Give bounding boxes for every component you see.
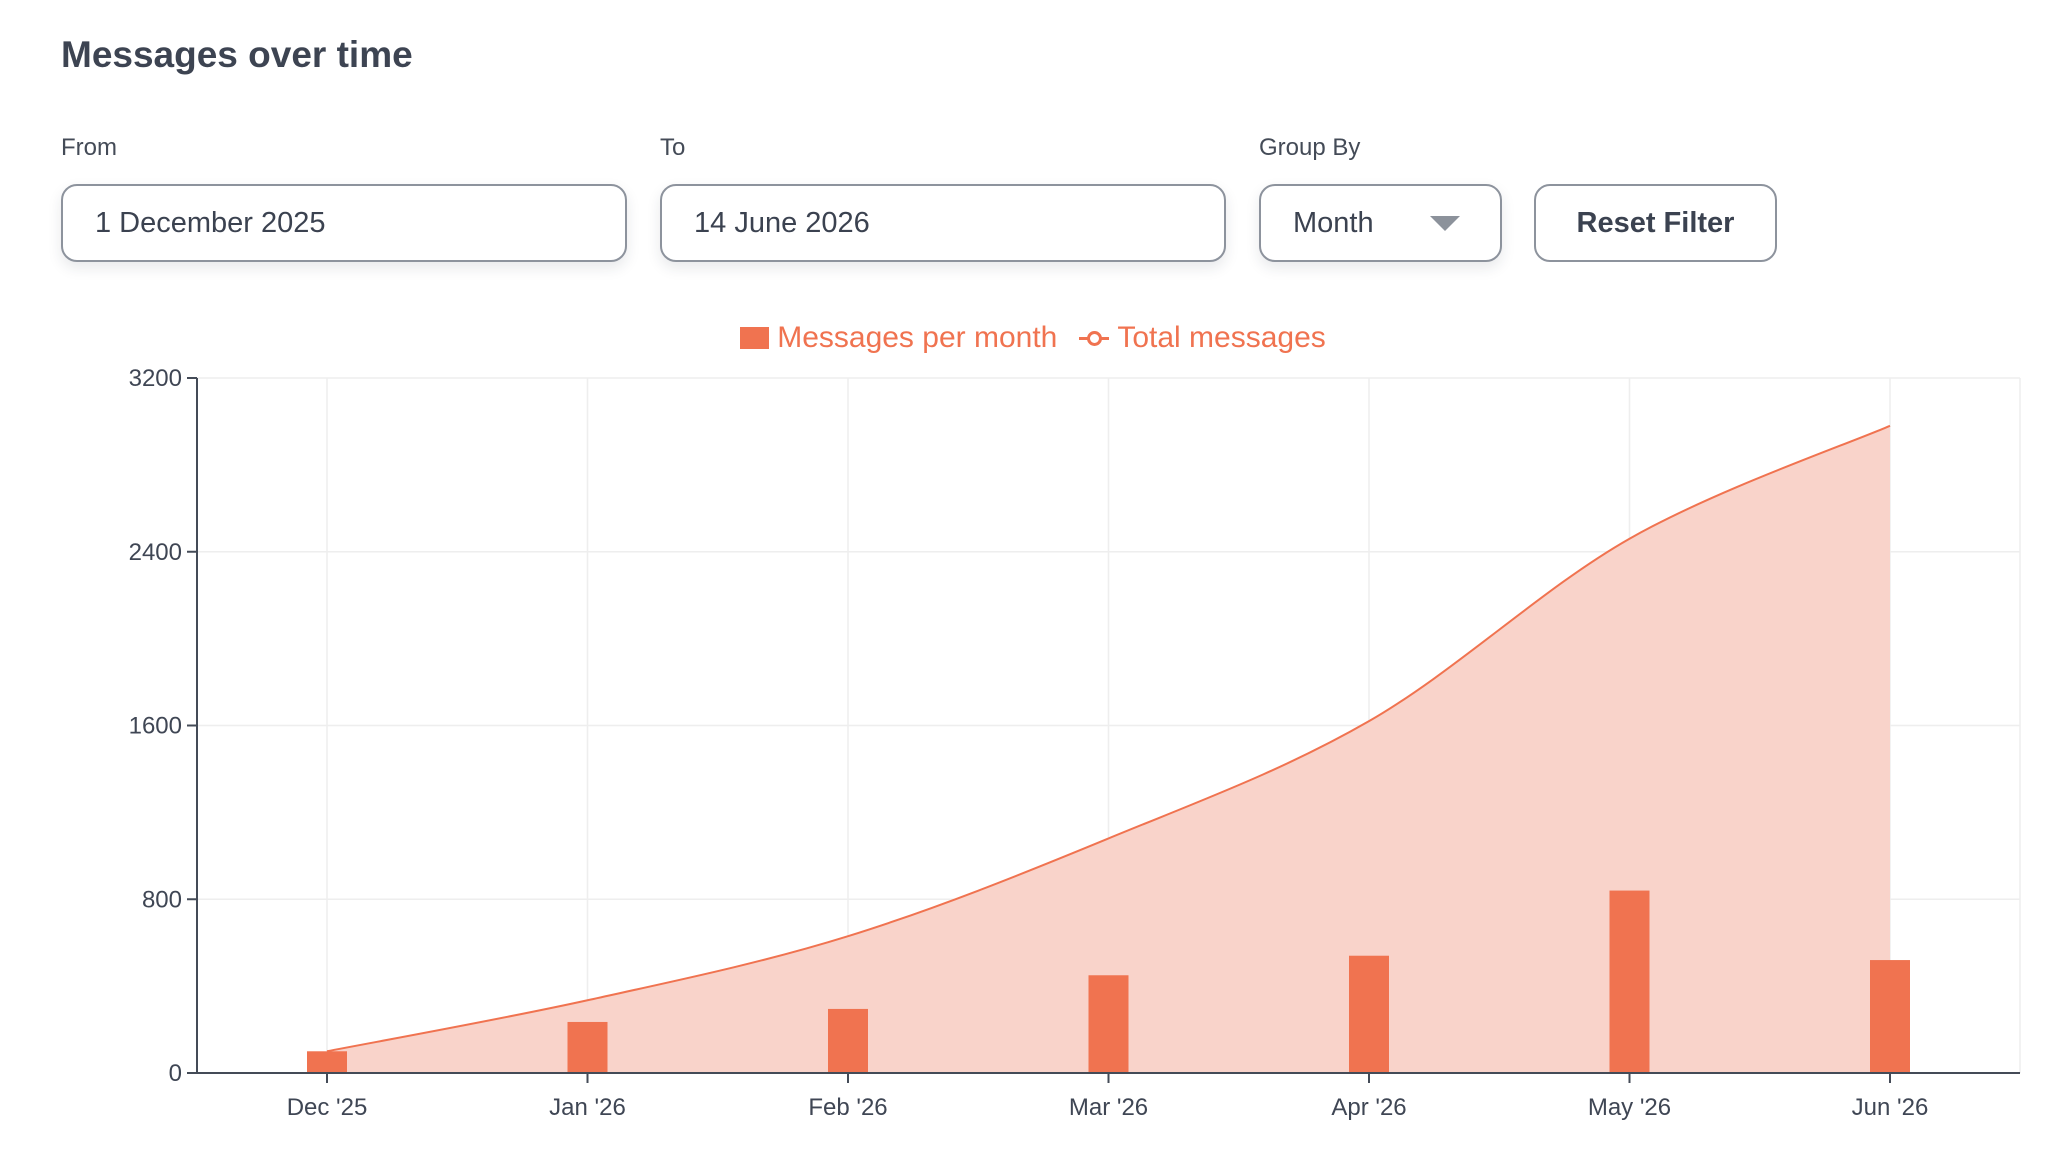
group-by-select[interactable]: Month	[1259, 184, 1502, 262]
legend-item-messages-per-month[interactable]: Messages per month	[740, 321, 1057, 355]
y-tick-label: 0	[169, 1060, 182, 1087]
bar-messages-per-month	[1609, 890, 1650, 1073]
bar-messages-per-month	[828, 1008, 868, 1073]
x-tick-label: Mar '26	[1069, 1094, 1148, 1121]
total-messages-area	[327, 425, 1890, 1073]
page-title: Messages over time	[61, 34, 413, 75]
y-tick-label: 3200	[129, 365, 182, 392]
x-tick-label: Dec '25	[287, 1094, 368, 1121]
bar-swatch-icon	[740, 327, 770, 349]
x-tick-label: Jan '26	[549, 1094, 626, 1121]
legend-label-total-messages: Total messages	[1117, 321, 1326, 354]
bar-messages-per-month	[307, 1051, 347, 1073]
legend-item-total-messages[interactable]: Total messages	[1079, 321, 1326, 355]
from-date-value: 1 December 2025	[95, 206, 326, 239]
x-tick-label: May '26	[1588, 1094, 1671, 1121]
bar-messages-per-month	[567, 1021, 608, 1073]
x-tick-label: Jun '26	[1852, 1094, 1929, 1121]
total-messages-line	[326, 424, 1891, 1053]
bar-messages-per-month	[1870, 960, 1910, 1073]
line-dot-swatch-icon	[1079, 328, 1110, 348]
bar-messages-per-month	[1349, 955, 1389, 1073]
reset-filter-label: Reset Filter	[1576, 206, 1735, 239]
group-by-value: Month	[1293, 206, 1374, 239]
reset-filter-button[interactable]: Reset Filter	[1534, 184, 1777, 262]
chart-legend: Messages per month Total messages	[0, 321, 2066, 355]
bar-messages-per-month	[1088, 975, 1129, 1073]
to-label: To	[660, 134, 686, 161]
from-label: From	[61, 134, 117, 161]
y-tick-label: 800	[142, 886, 182, 913]
legend-label-messages-per-month: Messages per month	[777, 321, 1058, 354]
from-date-input[interactable]: 1 December 2025	[61, 184, 627, 262]
x-tick-label: Apr '26	[1331, 1094, 1406, 1121]
to-date-value: 14 June 2026	[694, 206, 870, 239]
x-tick-label: Feb '26	[808, 1094, 887, 1121]
to-date-input[interactable]: 14 June 2026	[660, 184, 1226, 262]
y-tick-label: 2400	[129, 539, 182, 566]
y-tick-label: 1600	[129, 713, 182, 740]
chevron-down-icon	[1430, 215, 1460, 231]
group-by-label: Group By	[1259, 134, 1361, 161]
